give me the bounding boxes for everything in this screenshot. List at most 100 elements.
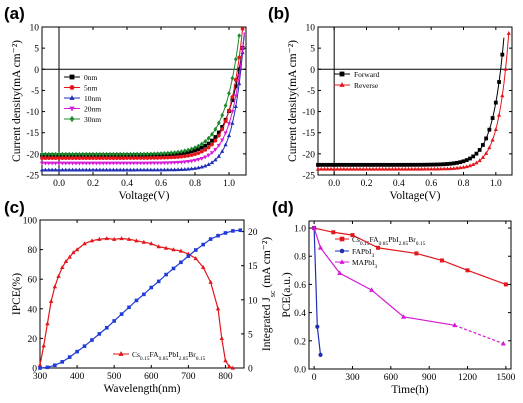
- y-tick-label: 0.6: [294, 281, 306, 291]
- data-point: [364, 166, 369, 171]
- data-point: [142, 151, 146, 157]
- data-point: [196, 158, 201, 162]
- data-point: [374, 166, 379, 171]
- x-ticks: 0.0 0.2 0.4 0.6 0.8 1.0: [53, 27, 235, 189]
- data-point: [171, 266, 176, 271]
- data-point: [213, 126, 218, 132]
- data-point: [220, 149, 225, 153]
- legend-marker: [118, 351, 124, 356]
- data-point: [429, 166, 434, 171]
- data-point: [451, 161, 456, 166]
- data-point: [155, 155, 160, 160]
- data-point: [158, 167, 164, 172]
- data-point: [203, 155, 208, 160]
- y-axis-title: Current density(mA cm⁻²): [11, 40, 23, 162]
- x-tick-label: 1500: [496, 373, 515, 383]
- data-point: [230, 95, 235, 99]
- data-point: [409, 162, 414, 167]
- data-point: [169, 161, 174, 166]
- data-point: [399, 166, 405, 171]
- data-point: [497, 80, 501, 84]
- y-tick-label: 20: [28, 335, 38, 345]
- data-point: [148, 151, 153, 157]
- legend-label: Reverse: [354, 81, 379, 90]
- data-point: [465, 268, 470, 273]
- series-line: [42, 28, 244, 159]
- panel-d: 0 300 600 900 1200 1500 0.0 0.2 0.4 0.6 0.8 1.0 Cs0.…: [281, 220, 516, 396]
- data-point: [400, 162, 404, 167]
- data-point: [128, 151, 133, 157]
- data-point: [179, 167, 184, 171]
- data-point: [67, 254, 72, 259]
- data-point: [377, 166, 382, 171]
- data-point: [43, 161, 48, 166]
- data-point: [458, 160, 463, 165]
- legend-label: 5nm: [84, 84, 98, 93]
- data-point: [213, 138, 218, 143]
- legend-label: 30nm: [84, 115, 101, 124]
- data-point: [464, 164, 469, 169]
- data-point: [341, 162, 346, 167]
- series-line: [39, 229, 241, 369]
- data-point: [223, 131, 228, 136]
- data-point: [148, 161, 153, 166]
- series-integrated-jsc: [38, 228, 243, 370]
- data-point: [414, 251, 419, 256]
- y-tick-label: 0.2: [294, 337, 306, 347]
- data-point: [60, 161, 65, 166]
- data-point: [60, 167, 65, 172]
- data-point: [156, 244, 161, 249]
- y-tick-label: -25: [302, 172, 315, 182]
- legend-marker: [69, 85, 75, 90]
- data-point: [45, 321, 50, 326]
- data-point: [176, 149, 180, 155]
- data-point: [138, 151, 143, 157]
- data-point: [186, 153, 191, 158]
- data-point: [206, 141, 211, 146]
- data-point: [240, 26, 245, 31]
- data-point: [484, 136, 489, 141]
- data-point: [91, 156, 95, 160]
- data-point: [53, 161, 58, 166]
- data-point: [230, 365, 236, 370]
- data-point: [329, 162, 333, 167]
- data-point: [452, 322, 458, 328]
- data-point: [131, 156, 136, 160]
- data-point: [89, 238, 95, 243]
- data-point: [354, 162, 359, 167]
- y-ticks: -25 -20 -15 -10 -5 0 5 10: [302, 24, 512, 182]
- data-point: [233, 56, 238, 62]
- data-point: [97, 161, 102, 166]
- y-tick-label: -10: [302, 108, 315, 118]
- data-point: [216, 133, 221, 138]
- data-point: [493, 100, 498, 105]
- data-point: [82, 241, 87, 246]
- data-point: [84, 151, 89, 157]
- data-point: [328, 166, 334, 171]
- data-point: [60, 264, 65, 269]
- data-point: [169, 150, 174, 156]
- data-point: [37, 362, 43, 367]
- data-point: [131, 151, 136, 157]
- data-point: [67, 151, 72, 157]
- data-point: [94, 167, 99, 172]
- data-point: [165, 161, 170, 166]
- data-point: [351, 166, 356, 171]
- data-point: [230, 110, 235, 114]
- data-point: [213, 148, 218, 152]
- data-point: [141, 239, 147, 244]
- data-point: [335, 166, 340, 171]
- data-point: [80, 161, 85, 166]
- data-point: [203, 147, 208, 152]
- data-point: [159, 155, 163, 160]
- data-point: [60, 151, 65, 157]
- data-point: [487, 127, 492, 132]
- data-point: [138, 161, 143, 166]
- data-point: [138, 167, 143, 172]
- x-tick-label: 1200: [458, 373, 477, 383]
- x-tick-label: 0.4: [393, 179, 405, 189]
- y-tick-label: 10: [30, 24, 40, 34]
- data-point: [162, 150, 167, 156]
- data-point: [38, 366, 42, 370]
